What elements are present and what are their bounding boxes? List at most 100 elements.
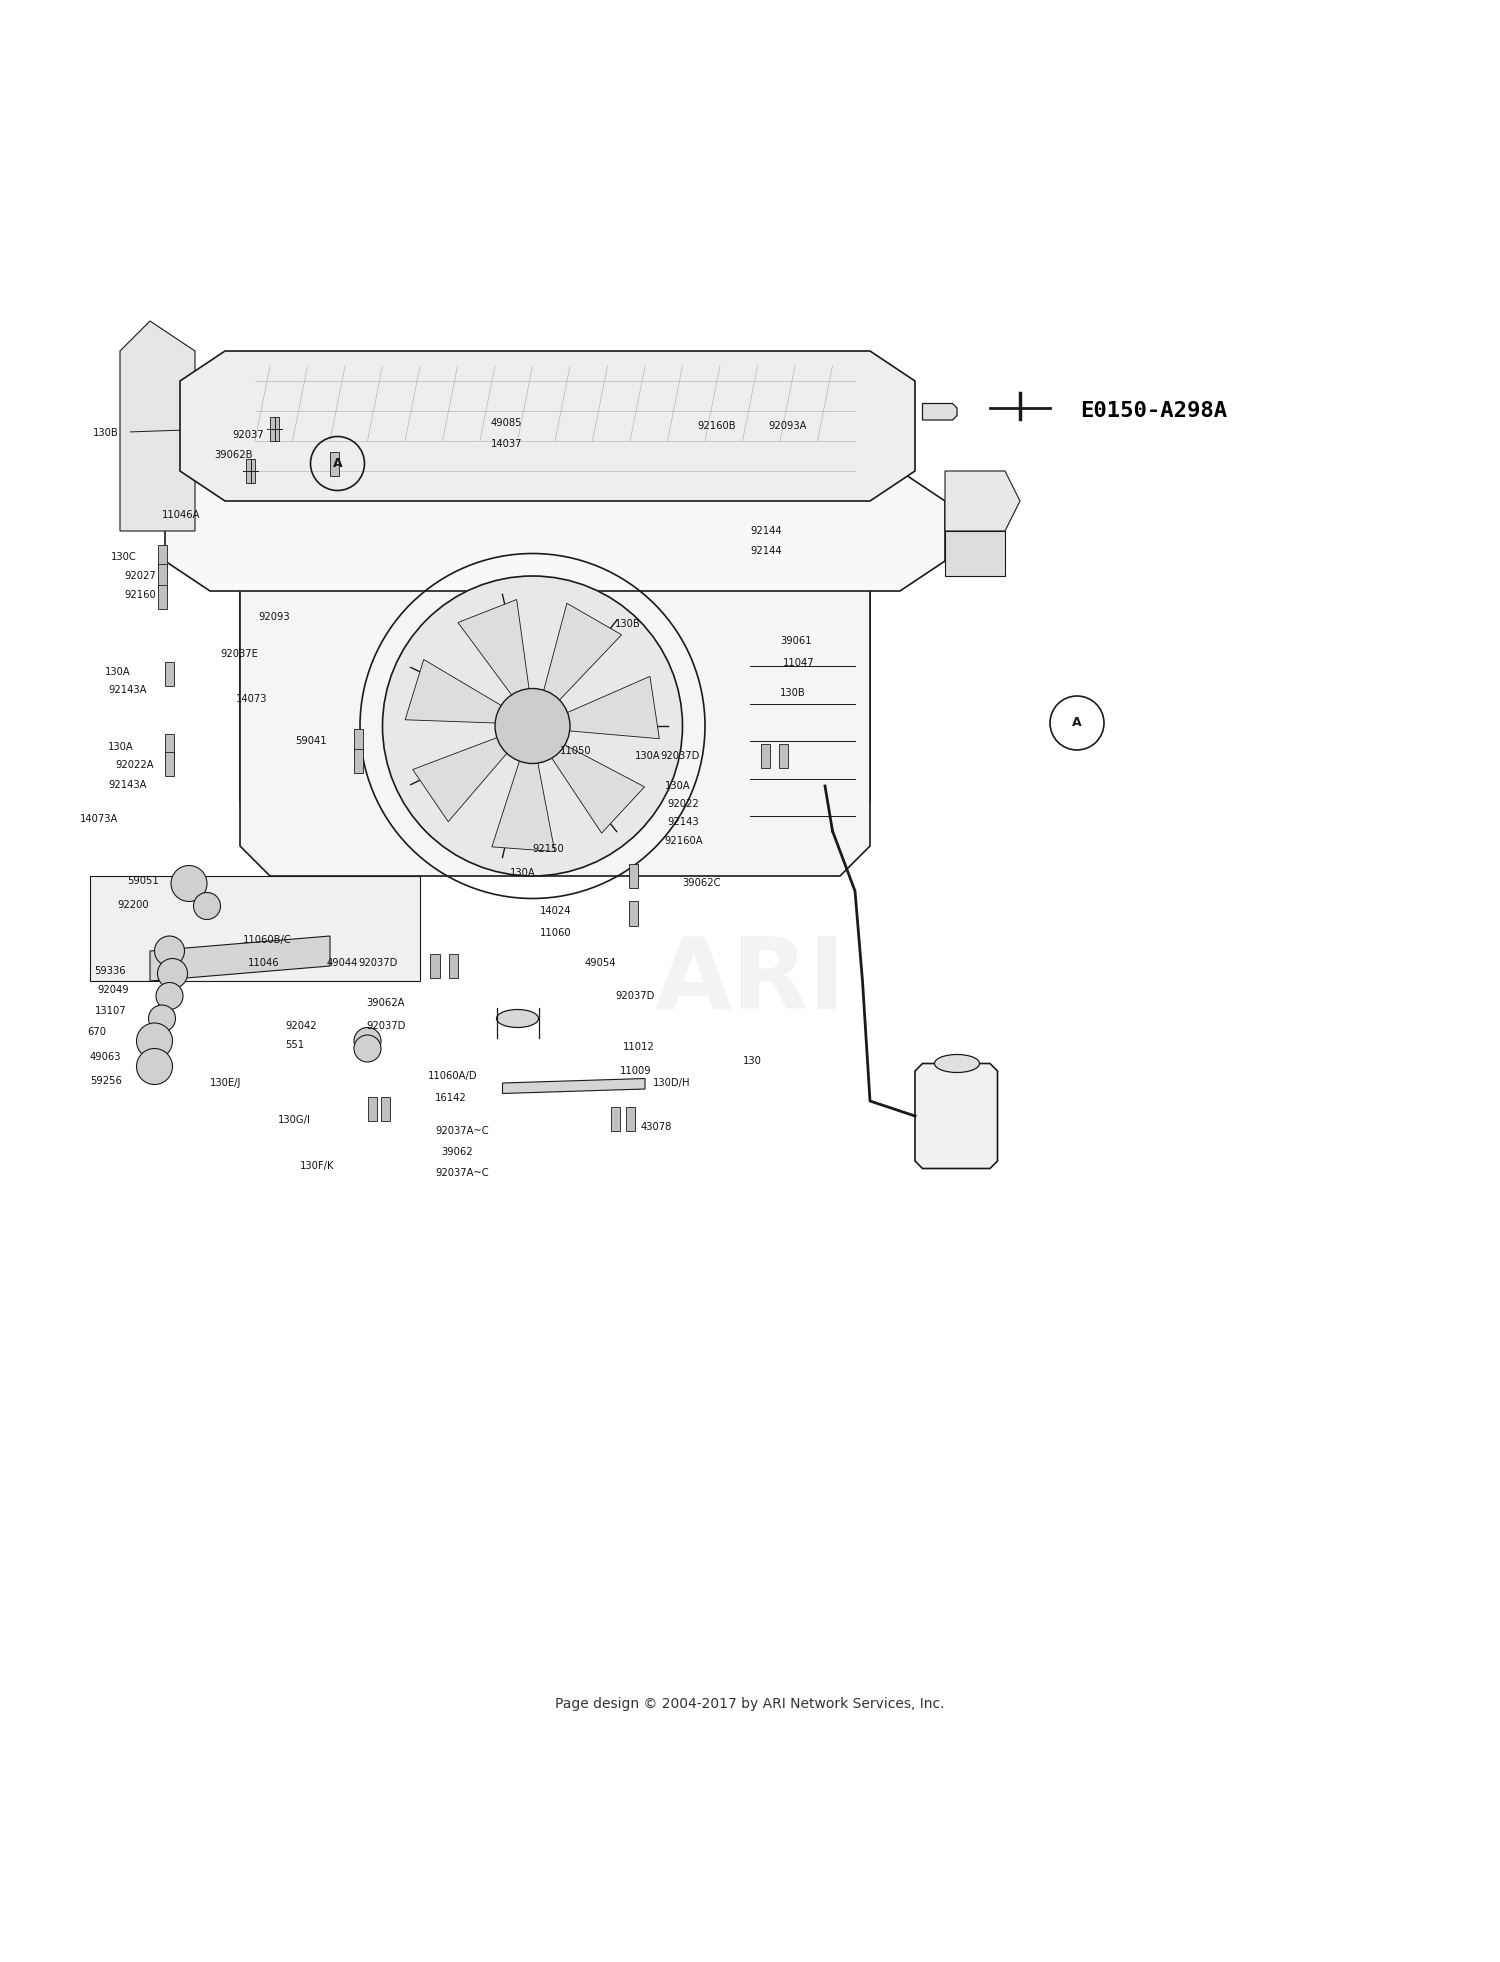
Text: A: A xyxy=(1072,716,1082,730)
Polygon shape xyxy=(405,659,520,724)
Text: 92022: 92022 xyxy=(668,799,699,808)
Polygon shape xyxy=(760,744,770,767)
Text: 92143: 92143 xyxy=(668,816,699,828)
Text: 92037A~C: 92037A~C xyxy=(435,1167,489,1177)
Text: 14024: 14024 xyxy=(540,906,572,916)
Polygon shape xyxy=(246,459,255,483)
Circle shape xyxy=(154,936,184,965)
Polygon shape xyxy=(354,748,363,773)
Text: 14073A: 14073A xyxy=(80,814,118,824)
Text: 92037D: 92037D xyxy=(615,991,654,1001)
Polygon shape xyxy=(626,1107,634,1130)
Text: 11046: 11046 xyxy=(248,957,279,967)
Text: 92037A~C: 92037A~C xyxy=(435,1126,489,1136)
Text: 59256: 59256 xyxy=(90,1077,122,1087)
Polygon shape xyxy=(270,418,279,441)
Text: 39062C: 39062C xyxy=(682,879,722,889)
Polygon shape xyxy=(120,322,195,532)
Text: 16142: 16142 xyxy=(435,1093,466,1103)
Text: 92143A: 92143A xyxy=(108,779,147,789)
Text: 130A: 130A xyxy=(510,867,536,879)
Polygon shape xyxy=(165,734,174,757)
Text: ARI: ARI xyxy=(654,932,846,1030)
Text: 92150: 92150 xyxy=(532,844,564,853)
Circle shape xyxy=(136,1022,172,1059)
Text: 14073: 14073 xyxy=(236,695,267,704)
Polygon shape xyxy=(158,545,166,569)
Polygon shape xyxy=(540,734,645,834)
Circle shape xyxy=(354,1028,381,1054)
Text: 11060B/C: 11060B/C xyxy=(243,936,291,946)
Text: 13107: 13107 xyxy=(94,1007,126,1016)
Text: 92042: 92042 xyxy=(285,1020,316,1030)
Text: 59041: 59041 xyxy=(296,736,327,746)
Text: 92037E: 92037E xyxy=(220,649,258,659)
Text: 92037: 92037 xyxy=(232,430,264,439)
Polygon shape xyxy=(628,863,638,889)
Text: 92037D: 92037D xyxy=(366,1020,405,1030)
Polygon shape xyxy=(430,954,439,977)
Polygon shape xyxy=(628,901,638,926)
Text: 92144: 92144 xyxy=(750,526,782,536)
Polygon shape xyxy=(158,563,166,589)
Text: 670: 670 xyxy=(87,1026,106,1038)
Polygon shape xyxy=(90,875,420,981)
Text: 49044: 49044 xyxy=(327,957,358,967)
Circle shape xyxy=(136,1048,172,1085)
Text: 92160B: 92160B xyxy=(698,422,736,432)
Text: 130D/H: 130D/H xyxy=(652,1077,690,1089)
Text: E0150-A298A: E0150-A298A xyxy=(1080,400,1227,422)
Polygon shape xyxy=(458,600,532,712)
Circle shape xyxy=(171,865,207,901)
Polygon shape xyxy=(354,730,363,753)
Text: 39062B: 39062B xyxy=(214,449,254,459)
Text: 92037D: 92037D xyxy=(358,957,398,967)
Text: 11009: 11009 xyxy=(620,1065,651,1075)
Text: 39062: 39062 xyxy=(441,1148,472,1158)
Polygon shape xyxy=(180,351,915,500)
Text: 11060: 11060 xyxy=(540,928,572,938)
Text: 92093: 92093 xyxy=(258,612,290,622)
Polygon shape xyxy=(165,751,174,775)
Text: 92049: 92049 xyxy=(98,985,129,995)
Text: 92200: 92200 xyxy=(117,899,148,910)
Polygon shape xyxy=(492,740,555,852)
Polygon shape xyxy=(548,677,660,740)
Text: 11060A/D: 11060A/D xyxy=(427,1071,477,1081)
Polygon shape xyxy=(945,471,1020,532)
Text: 92027: 92027 xyxy=(124,571,156,581)
Text: 49054: 49054 xyxy=(585,957,616,967)
Circle shape xyxy=(354,1036,381,1061)
Circle shape xyxy=(194,893,220,920)
Text: 43078: 43078 xyxy=(640,1122,672,1132)
Polygon shape xyxy=(330,451,339,475)
Text: 92037D: 92037D xyxy=(660,751,699,761)
Text: 551: 551 xyxy=(285,1040,304,1050)
Text: 130B: 130B xyxy=(615,618,640,630)
Text: 59336: 59336 xyxy=(94,965,126,975)
Text: 11046A: 11046A xyxy=(162,510,201,520)
Polygon shape xyxy=(448,954,458,977)
Text: A: A xyxy=(333,457,342,471)
Text: 92143A: 92143A xyxy=(108,685,147,695)
Polygon shape xyxy=(610,1107,620,1130)
Polygon shape xyxy=(381,1097,390,1120)
Text: 49063: 49063 xyxy=(90,1052,122,1063)
Circle shape xyxy=(156,983,183,1010)
Polygon shape xyxy=(778,744,788,767)
Text: 59051: 59051 xyxy=(128,875,159,885)
Text: 39061: 39061 xyxy=(780,636,812,645)
Text: 130A: 130A xyxy=(108,742,134,751)
Text: 130C: 130C xyxy=(111,551,136,561)
Circle shape xyxy=(158,959,188,989)
Polygon shape xyxy=(150,936,330,981)
Text: 49085: 49085 xyxy=(490,418,522,428)
Text: 11012: 11012 xyxy=(622,1042,654,1052)
Polygon shape xyxy=(915,1063,998,1169)
Text: 130B: 130B xyxy=(780,689,806,698)
Polygon shape xyxy=(945,532,1005,577)
Text: 92144: 92144 xyxy=(750,545,782,555)
Polygon shape xyxy=(413,730,522,822)
Polygon shape xyxy=(368,1097,376,1120)
Polygon shape xyxy=(165,471,945,591)
